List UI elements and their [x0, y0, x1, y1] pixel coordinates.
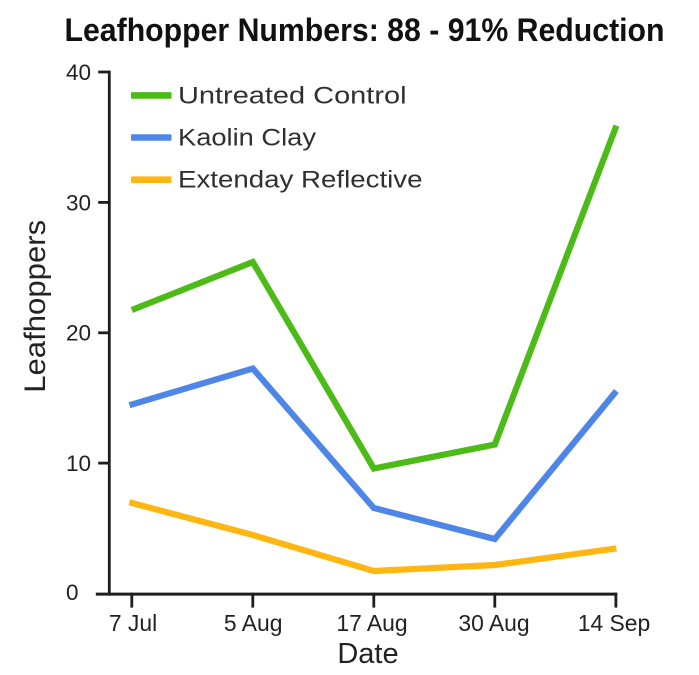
svg-text:20: 20	[66, 321, 91, 346]
svg-text:0: 0	[66, 580, 79, 605]
svg-text:Leafhoppers: Leafhoppers	[19, 220, 52, 393]
svg-text:5 Aug: 5 Aug	[224, 610, 283, 636]
svg-text:17 Aug: 17 Aug	[336, 610, 407, 636]
svg-text:Kaolin Clay: Kaolin Clay	[178, 125, 317, 152]
svg-text:Date: Date	[337, 638, 398, 670]
svg-text:30: 30	[66, 190, 91, 215]
svg-text:Untreated Control: Untreated Control	[178, 82, 407, 109]
svg-text:40: 40	[66, 60, 91, 85]
svg-text:14 Sep: 14 Sep	[578, 610, 651, 636]
svg-text:Extenday Reflective: Extenday Reflective	[178, 167, 423, 194]
svg-text:30 Aug: 30 Aug	[458, 610, 529, 636]
svg-text:Leafhopper Numbers: 88 - 91% R: Leafhopper Numbers: 88 - 91% Reduction	[65, 12, 665, 48]
svg-text:7 Jul: 7 Jul	[109, 610, 157, 636]
svg-text:10: 10	[66, 451, 91, 476]
